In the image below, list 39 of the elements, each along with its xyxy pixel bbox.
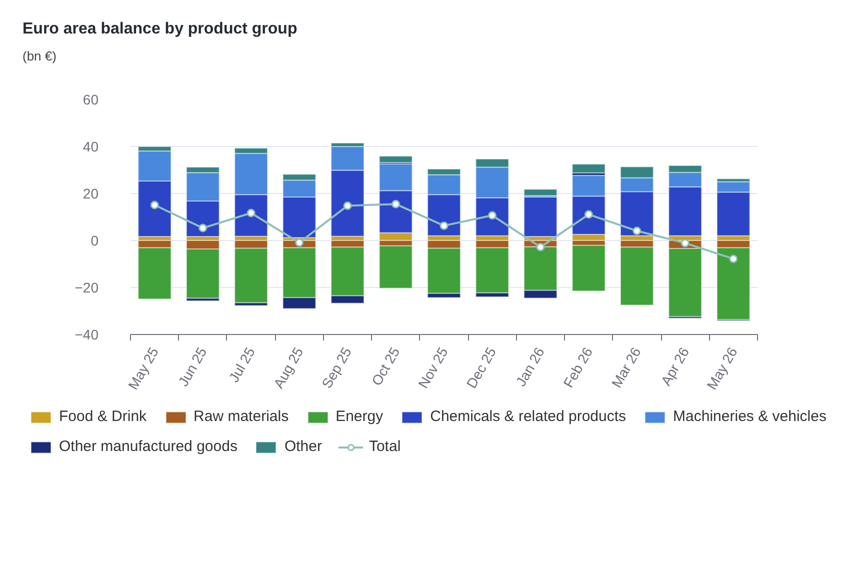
legend-label: Energy: [336, 408, 384, 425]
point: [150, 200, 159, 210]
point: [295, 238, 304, 247]
point: [584, 210, 593, 219]
x-tick-label: Feb 26: [560, 344, 596, 390]
legend-label: Total: [368, 438, 401, 455]
point: [440, 221, 448, 230]
point: [198, 224, 208, 232]
legend-label: Other manufactured goods: [59, 438, 238, 455]
bar: [572, 164, 606, 174]
point: [536, 242, 545, 252]
x-tick-label: Mar 26: [608, 344, 644, 390]
y-tick-label: −20: [74, 280, 99, 296]
point: [392, 200, 400, 208]
y-tick-label: 0: [90, 232, 99, 248]
x-tick-label: Jun 25: [174, 344, 210, 389]
legend-label: Chemicals & related products: [430, 408, 626, 425]
point: [488, 211, 496, 220]
x-tick-label: Dec 25: [463, 344, 500, 391]
y-tick-label: 20: [82, 186, 99, 202]
x-tick-label: Oct 25: [368, 344, 403, 388]
point: [680, 238, 690, 248]
legend-label: Other: [284, 438, 322, 455]
point: [343, 201, 352, 210]
legend-label: Raw materials: [194, 408, 289, 425]
x-tick-label: Jan 26: [512, 344, 548, 389]
chart-title: Euro area balance by product group: [22, 20, 298, 38]
x-tick-label: Sep 25: [318, 344, 355, 391]
legend-label: Food & Drink: [59, 408, 147, 425]
y-tick-label: 40: [82, 138, 99, 154]
y-tick-label: 60: [82, 92, 99, 108]
x-tick-label: Jul 25: [225, 344, 258, 385]
chart-subtitle: (bn €): [22, 48, 56, 64]
point: [729, 254, 738, 264]
y-tick-label: −40: [74, 326, 99, 342]
point: [632, 226, 642, 236]
legend-label: Machineries & vehicles: [673, 408, 826, 425]
point: [246, 208, 256, 218]
x-tick-label: Apr 26: [658, 344, 692, 388]
